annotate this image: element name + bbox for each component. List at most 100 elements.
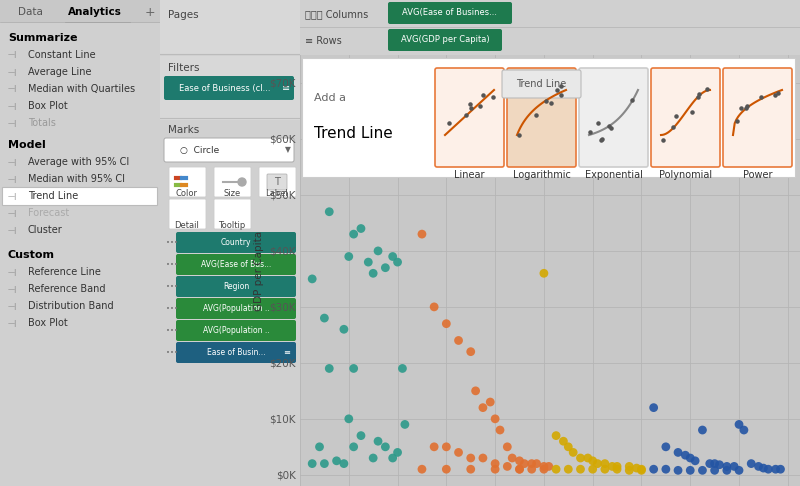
Text: Trend Line: Trend Line [314, 125, 393, 140]
Point [428, 443, 441, 451]
Point [415, 230, 428, 238]
Point [659, 443, 672, 451]
Point [595, 136, 608, 143]
FancyBboxPatch shape [176, 320, 296, 341]
Point [338, 460, 350, 468]
Point [635, 465, 648, 473]
Text: Average with 95% CI: Average with 95% CI [28, 157, 130, 167]
Point [489, 460, 502, 468]
Point [440, 320, 453, 328]
Text: Totals: Totals [28, 118, 56, 128]
Point [598, 465, 611, 473]
Point [464, 348, 477, 356]
Point [733, 467, 746, 474]
Point [550, 86, 563, 93]
Text: —|: —| [8, 302, 18, 310]
Text: Linear: Linear [454, 170, 485, 180]
Point [610, 463, 623, 470]
Text: ▼: ▼ [285, 145, 291, 155]
FancyBboxPatch shape [176, 254, 296, 275]
Point [689, 457, 702, 465]
Text: AVG(GDP per Capita): AVG(GDP per Capita) [401, 35, 490, 45]
Point [452, 337, 465, 345]
Text: Median with Quartiles: Median with Quartiles [28, 84, 135, 94]
Text: —|: —| [8, 209, 18, 216]
Point [372, 247, 385, 255]
Point [386, 253, 399, 260]
Point [464, 465, 477, 473]
Text: •••: ••• [166, 306, 178, 312]
Point [526, 460, 538, 468]
Text: Trend Line: Trend Line [28, 191, 78, 201]
Point [594, 136, 607, 143]
Point [513, 465, 526, 473]
Point [379, 264, 392, 272]
Point [623, 463, 636, 470]
Point [728, 463, 741, 470]
Text: Country: Country [221, 238, 251, 246]
Text: Ease of Business (cl...: Ease of Business (cl... [179, 84, 270, 92]
Point [347, 364, 360, 372]
Text: Analytics: Analytics [68, 7, 122, 17]
Text: ≡ Rows: ≡ Rows [305, 36, 342, 46]
Point [606, 463, 618, 470]
Point [554, 82, 567, 90]
Point [379, 443, 392, 451]
Point [647, 404, 660, 412]
Point [734, 104, 747, 112]
Point [398, 420, 411, 428]
Point [306, 275, 318, 283]
Point [501, 443, 514, 451]
FancyBboxPatch shape [176, 232, 296, 253]
Text: Average Line: Average Line [28, 67, 91, 77]
Point [772, 89, 785, 97]
FancyBboxPatch shape [388, 29, 502, 51]
Point [635, 467, 648, 474]
Text: Pages: Pages [168, 10, 198, 20]
Point [591, 460, 604, 468]
Text: AVG(Ease of Busines...: AVG(Ease of Busines... [402, 8, 498, 17]
FancyBboxPatch shape [388, 2, 512, 24]
Text: Logarithmic: Logarithmic [513, 170, 570, 180]
FancyBboxPatch shape [502, 70, 581, 98]
Point [696, 467, 709, 474]
Point [428, 303, 441, 311]
Point [630, 464, 643, 472]
Point [582, 454, 594, 462]
Text: T: T [274, 177, 280, 187]
Text: Color: Color [176, 189, 198, 197]
Point [354, 432, 367, 439]
Point [672, 449, 685, 456]
Text: —|: —| [8, 192, 18, 199]
Point [626, 96, 638, 104]
Point [403, 140, 416, 148]
Point [342, 253, 355, 260]
FancyBboxPatch shape [435, 68, 504, 167]
Text: —|: —| [8, 69, 18, 75]
Point [557, 437, 570, 445]
Point [708, 460, 721, 468]
Point [452, 449, 465, 456]
Point [659, 465, 672, 473]
Text: Polynomial: Polynomial [659, 170, 712, 180]
Text: —|: —| [8, 86, 18, 92]
Point [610, 465, 623, 473]
Point [440, 465, 453, 473]
Text: Marks: Marks [168, 125, 199, 135]
Text: Detail: Detail [174, 221, 199, 229]
FancyBboxPatch shape [214, 167, 251, 197]
Point [684, 454, 697, 462]
Point [362, 258, 374, 266]
FancyBboxPatch shape [169, 199, 206, 229]
Text: ⫶⫶⫶ Columns: ⫶⫶⫶ Columns [305, 9, 368, 19]
Point [586, 465, 599, 473]
Circle shape [238, 178, 246, 186]
Text: Trend Line: Trend Line [516, 79, 566, 89]
Point [684, 467, 697, 474]
Text: Reference Band: Reference Band [28, 284, 106, 294]
Text: Data: Data [18, 7, 42, 17]
Text: —|: —| [8, 319, 18, 327]
Point [501, 463, 514, 470]
Point [477, 404, 490, 412]
Point [545, 99, 558, 107]
